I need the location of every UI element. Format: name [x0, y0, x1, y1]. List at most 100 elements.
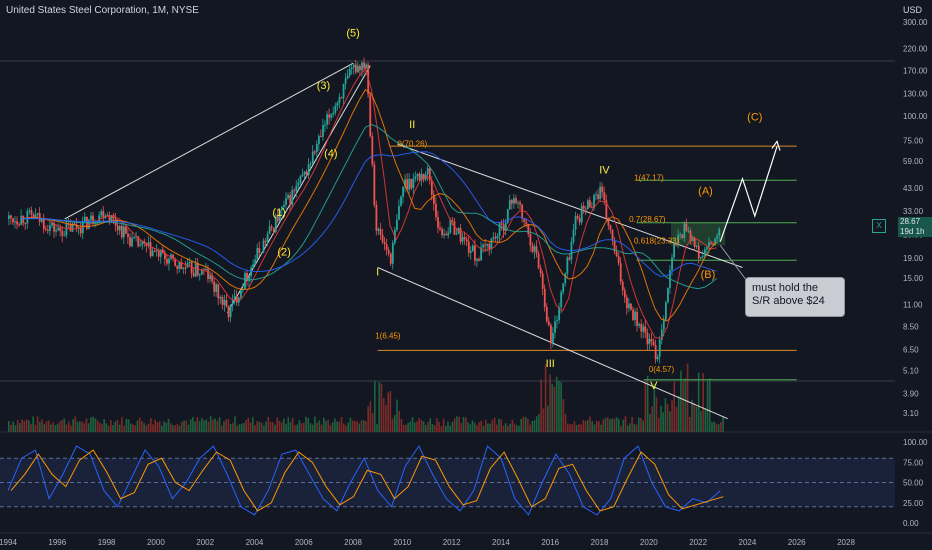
volume-bar: [243, 422, 245, 432]
candle-body: [291, 190, 294, 205]
wave-label: (C): [747, 111, 762, 123]
time-axis[interactable]: 1994 1996 1998 2000 2002 2004 2006 2008 2010 2012…: [0, 538, 855, 547]
volume-bar: [147, 423, 150, 432]
time-tick-label: 2004: [246, 538, 264, 547]
price-tick-label: 33.00: [903, 207, 924, 216]
volume-bar: [493, 417, 496, 432]
candle-body: [207, 269, 209, 280]
volume-bar: [582, 420, 585, 432]
candle-body: [601, 186, 604, 193]
volume-bar: [533, 420, 536, 432]
candle-body: [552, 332, 554, 344]
candle-body: [157, 249, 160, 257]
volume-bar: [298, 420, 301, 432]
candle-body: [83, 216, 86, 222]
volume-bar: [631, 416, 633, 432]
candle-body: [383, 241, 386, 245]
price-tick-label: 170.00: [903, 67, 928, 76]
candle-body: [320, 136, 322, 138]
candle-body: [303, 171, 306, 175]
candle-body: [615, 251, 618, 257]
candle-body: [580, 205, 583, 223]
volume-bar: [524, 417, 527, 432]
volume-bar: [484, 419, 487, 432]
volume-bar: [36, 416, 39, 432]
candle-body: [231, 299, 234, 305]
volume-bar: [642, 420, 645, 432]
volume-bar: [515, 425, 518, 432]
candle-body: [716, 235, 719, 239]
projection-line: [719, 146, 778, 242]
trend-line: [226, 65, 371, 314]
candle-body: [272, 227, 275, 232]
volume-bar: [118, 424, 121, 432]
volume-bar: [39, 421, 41, 432]
close-button[interactable]: X: [872, 219, 886, 233]
candle-body: [161, 249, 164, 253]
volume-bar: [520, 418, 523, 432]
candle-body: [354, 64, 357, 73]
candle-body: [61, 230, 64, 236]
volume-bar: [662, 412, 664, 432]
candle-body: [289, 195, 292, 205]
volume-bar: [569, 424, 571, 432]
volume-bar: [575, 424, 578, 432]
volume-bar: [8, 421, 10, 432]
candle-body: [100, 210, 103, 216]
volume-bar: [527, 418, 529, 432]
volume-bar: [498, 418, 500, 432]
candle-body: [350, 67, 353, 70]
candle-body: [24, 222, 27, 224]
volume-bar: [309, 423, 312, 432]
candle-body: [706, 247, 708, 250]
candle-body: [437, 217, 439, 228]
volume-bar: [72, 419, 74, 432]
fib-label: 0(70.26): [397, 139, 427, 148]
wave-label: (5): [346, 28, 359, 40]
candle-body: [287, 195, 290, 199]
candle-body: [318, 136, 320, 145]
wave-label: (1): [272, 207, 285, 219]
volume-bar: [256, 421, 259, 432]
candle-body: [708, 242, 710, 248]
volume-bar: [564, 414, 567, 432]
volume-bar: [544, 364, 547, 432]
volume-bar: [183, 420, 185, 432]
candle-body: [642, 326, 645, 332]
ma-orange: [20, 88, 717, 322]
candle-body: [589, 200, 591, 208]
volume-bar: [613, 418, 616, 432]
candle-body: [658, 340, 661, 358]
volume-bar: [200, 418, 203, 432]
volume-bar: [203, 420, 205, 432]
candle-body: [129, 237, 131, 247]
volume-bar: [271, 422, 274, 432]
volume-bar: [23, 421, 26, 432]
candle-body: [324, 124, 326, 126]
price-axis[interactable]: 300.00 220.00 170.00 130.00 100.00 75.00 59.00…: [903, 18, 928, 528]
annotation-note[interactable]: must hold the S/R above $24: [745, 277, 845, 317]
candle-body: [248, 276, 251, 282]
candle-body: [697, 245, 700, 259]
candle-body: [660, 329, 663, 341]
volume-bar: [436, 418, 438, 432]
candle-body: [258, 247, 261, 253]
time-tick-label: 2022: [689, 538, 707, 547]
volume-bar: [316, 422, 318, 432]
volume-bar: [675, 406, 678, 432]
candle-body: [623, 290, 626, 298]
volume-bar: [156, 421, 159, 432]
volume-bar: [664, 398, 667, 432]
candle-body: [40, 218, 43, 222]
candle-body: [593, 195, 595, 208]
candle-body: [12, 218, 14, 223]
candle-body: [537, 253, 540, 268]
volume-bar: [462, 416, 465, 432]
candle-body: [145, 243, 148, 246]
candle-body: [488, 243, 491, 250]
candle-body: [295, 185, 298, 192]
candle-body: [53, 222, 55, 232]
candle-body: [114, 218, 117, 226]
volume-bar: [529, 424, 531, 432]
